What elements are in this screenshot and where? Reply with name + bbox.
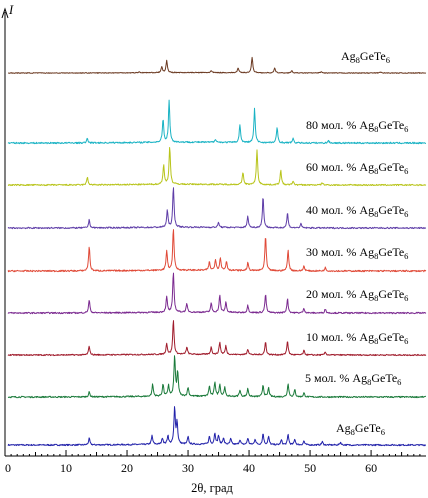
series-label: 60 мол. % Ag8GeTe6 <box>306 160 408 176</box>
series-line <box>7 99 426 145</box>
series-traces <box>7 56 427 447</box>
x-tick-label: 0 <box>5 461 11 475</box>
series-label: 30 мол. % Ag8GeTe6 <box>306 245 408 261</box>
series-line <box>7 187 427 230</box>
axes: I 2θ, град <box>1 3 426 495</box>
series-label: 20 мол. % Ag8GeTe6 <box>306 287 408 303</box>
series-line <box>7 272 427 315</box>
series-label: 10 мол. % Ag8GeTe6 <box>306 330 408 346</box>
x-tick-label: 60 <box>365 461 377 475</box>
x-axis-title: 2θ, град <box>191 481 233 495</box>
x-tick-label: 20 <box>121 461 133 475</box>
series-label: 80 мол. % Ag8GeTe6 <box>306 118 408 134</box>
series-label: Ag8GeTe6 <box>341 49 390 65</box>
y-axis-arrow <box>1 7 9 19</box>
series-label: 40 мол. % Ag8GeTe6 <box>306 203 408 219</box>
y-axis-title: I <box>8 3 14 17</box>
series-line <box>7 229 427 273</box>
series-line <box>7 147 427 187</box>
series-label: Ag8GeTe6 <box>336 421 385 437</box>
x-tick-label: 10 <box>60 461 72 475</box>
x-tick-label: 40 <box>243 461 255 475</box>
series-line <box>7 56 427 74</box>
series-line <box>7 406 426 447</box>
series-line <box>7 355 427 399</box>
x-ticks: 0 10 20 30 40 50 60 <box>4 450 421 475</box>
series-label: 5 мол. % Ag8GeTe6 <box>305 371 401 387</box>
series-labels: Ag8GeTe6 5 мол. % Ag8GeTe6 10 мол. % Ag8Ge… <box>305 49 408 437</box>
x-tick-label: 30 <box>182 461 194 475</box>
x-tick-label: 50 <box>304 461 316 475</box>
series-line <box>7 320 427 357</box>
